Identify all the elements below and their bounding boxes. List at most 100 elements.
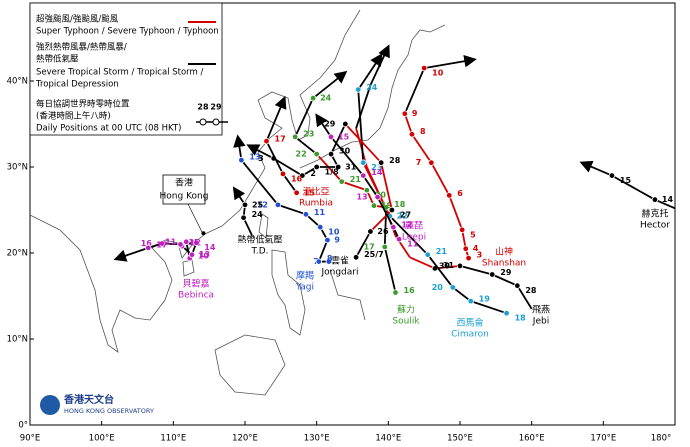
storm-name-en: Soulik [392,317,420,327]
day-label: 25/7 [364,250,384,259]
storm-track: 78910111213摩羯Yagi [233,134,340,293]
daily-position [355,86,362,93]
day-label: 15 [620,176,632,185]
y-tick-label: 0° [18,421,28,431]
day-label: 13 [249,153,260,162]
day-label: 10 [432,69,444,78]
storm-name-zh: 摩羯 [296,270,314,282]
daily-position [324,236,331,244]
day-label: 4 [473,244,479,253]
storm-name-zh: 蘇力 [397,304,415,316]
day-label: 30 [439,261,451,270]
track-segment [579,160,613,177]
x-tick-label: 170°E [590,434,616,444]
track-segment [452,286,472,302]
daily-position [313,150,320,158]
track-segment [312,70,348,99]
track-segment [427,254,454,288]
track-segment [305,213,321,228]
legend-storm-zh-2: 熱帶低氣壓 [36,54,79,65]
daily-position [370,202,378,209]
x-tick-label: 180° [651,434,671,444]
daily-position [309,94,317,102]
day-label: 15 [304,188,316,197]
day-label: 28 [525,286,537,295]
daily-position [334,163,342,171]
track-segment [611,174,656,201]
day-label: 24 [252,210,264,219]
daily-position [188,251,196,258]
x-tick-label: 90°E [20,434,40,444]
legend-box [29,2,223,136]
daily-position [514,282,521,289]
day-label: 30 [339,147,351,156]
day-label: 14 [371,168,383,177]
track-segment [233,134,246,161]
track-segment [403,113,413,135]
day-label: 6 [457,189,463,198]
storm-name-en: Shanshan [482,259,526,269]
daily-position [374,193,381,201]
track-segment [294,136,318,155]
track-segment [344,123,382,164]
day-label: 23 [371,163,382,172]
daily-position [377,159,385,166]
storm-name-en: Jongdari [320,268,358,278]
x-tick-label: 160°E [519,434,545,444]
daily-position [338,178,345,185]
storm-name-zh: 貝碧嘉 [182,278,209,290]
track-segment [411,133,433,164]
hk-marker [201,231,206,236]
track-segment [277,203,307,216]
logo: 香港天文台 HONG KONG OBSERVATORY [40,393,154,415]
x-tick-label: 130°E [304,434,330,444]
daily-position [315,258,323,265]
daily-position [327,150,335,158]
daily-position [651,196,659,203]
legend-daily-zh-2: (香港時間上午八時) [36,111,111,122]
storm-name-en: Rumbia [299,199,333,209]
hk-label-en: Hong Kong [160,192,209,202]
storm-name-en: Cimaron [451,330,489,340]
hk-label-zh: 香港 [175,177,193,189]
daily-position [390,223,397,231]
day-label: 12 [257,200,268,209]
day-label: 11 [407,240,419,249]
storm-name-en: Jebi [532,317,549,327]
daily-position [263,137,270,145]
daily-position [395,236,403,243]
hk-box [162,174,206,205]
track-segment [357,89,365,163]
daily-position [293,189,300,196]
day-label: 18 [515,314,527,323]
day-label: 8 [420,127,426,136]
day-label: 15 [189,238,201,247]
day-label: 19 [479,295,491,304]
day-label: 14 [662,195,674,204]
day-label: 2 [310,169,316,178]
daily-position [465,254,472,262]
track-segment [459,265,493,276]
track-segment [461,229,467,249]
day-label: 22 [296,150,307,159]
daily-position [456,262,464,270]
daily-position [360,159,367,166]
day-label: 11 [165,237,177,246]
y-tick-label: 20°N [7,249,28,259]
x-tick-label: 110°E [160,434,186,444]
track-segment [294,97,314,138]
storm-name-zh: 西馬侖 [456,317,483,329]
daily-position [274,201,282,209]
day-label: 17 [364,242,375,251]
track-segment [242,217,253,237]
daily-position [240,214,247,221]
day-label: 8 [327,254,333,263]
day-label: 13 [199,250,210,259]
legend: 超強颱風/強颱風/颱風 Super Typhoon / Severe Typho… [29,2,228,136]
daily-position [363,187,371,194]
